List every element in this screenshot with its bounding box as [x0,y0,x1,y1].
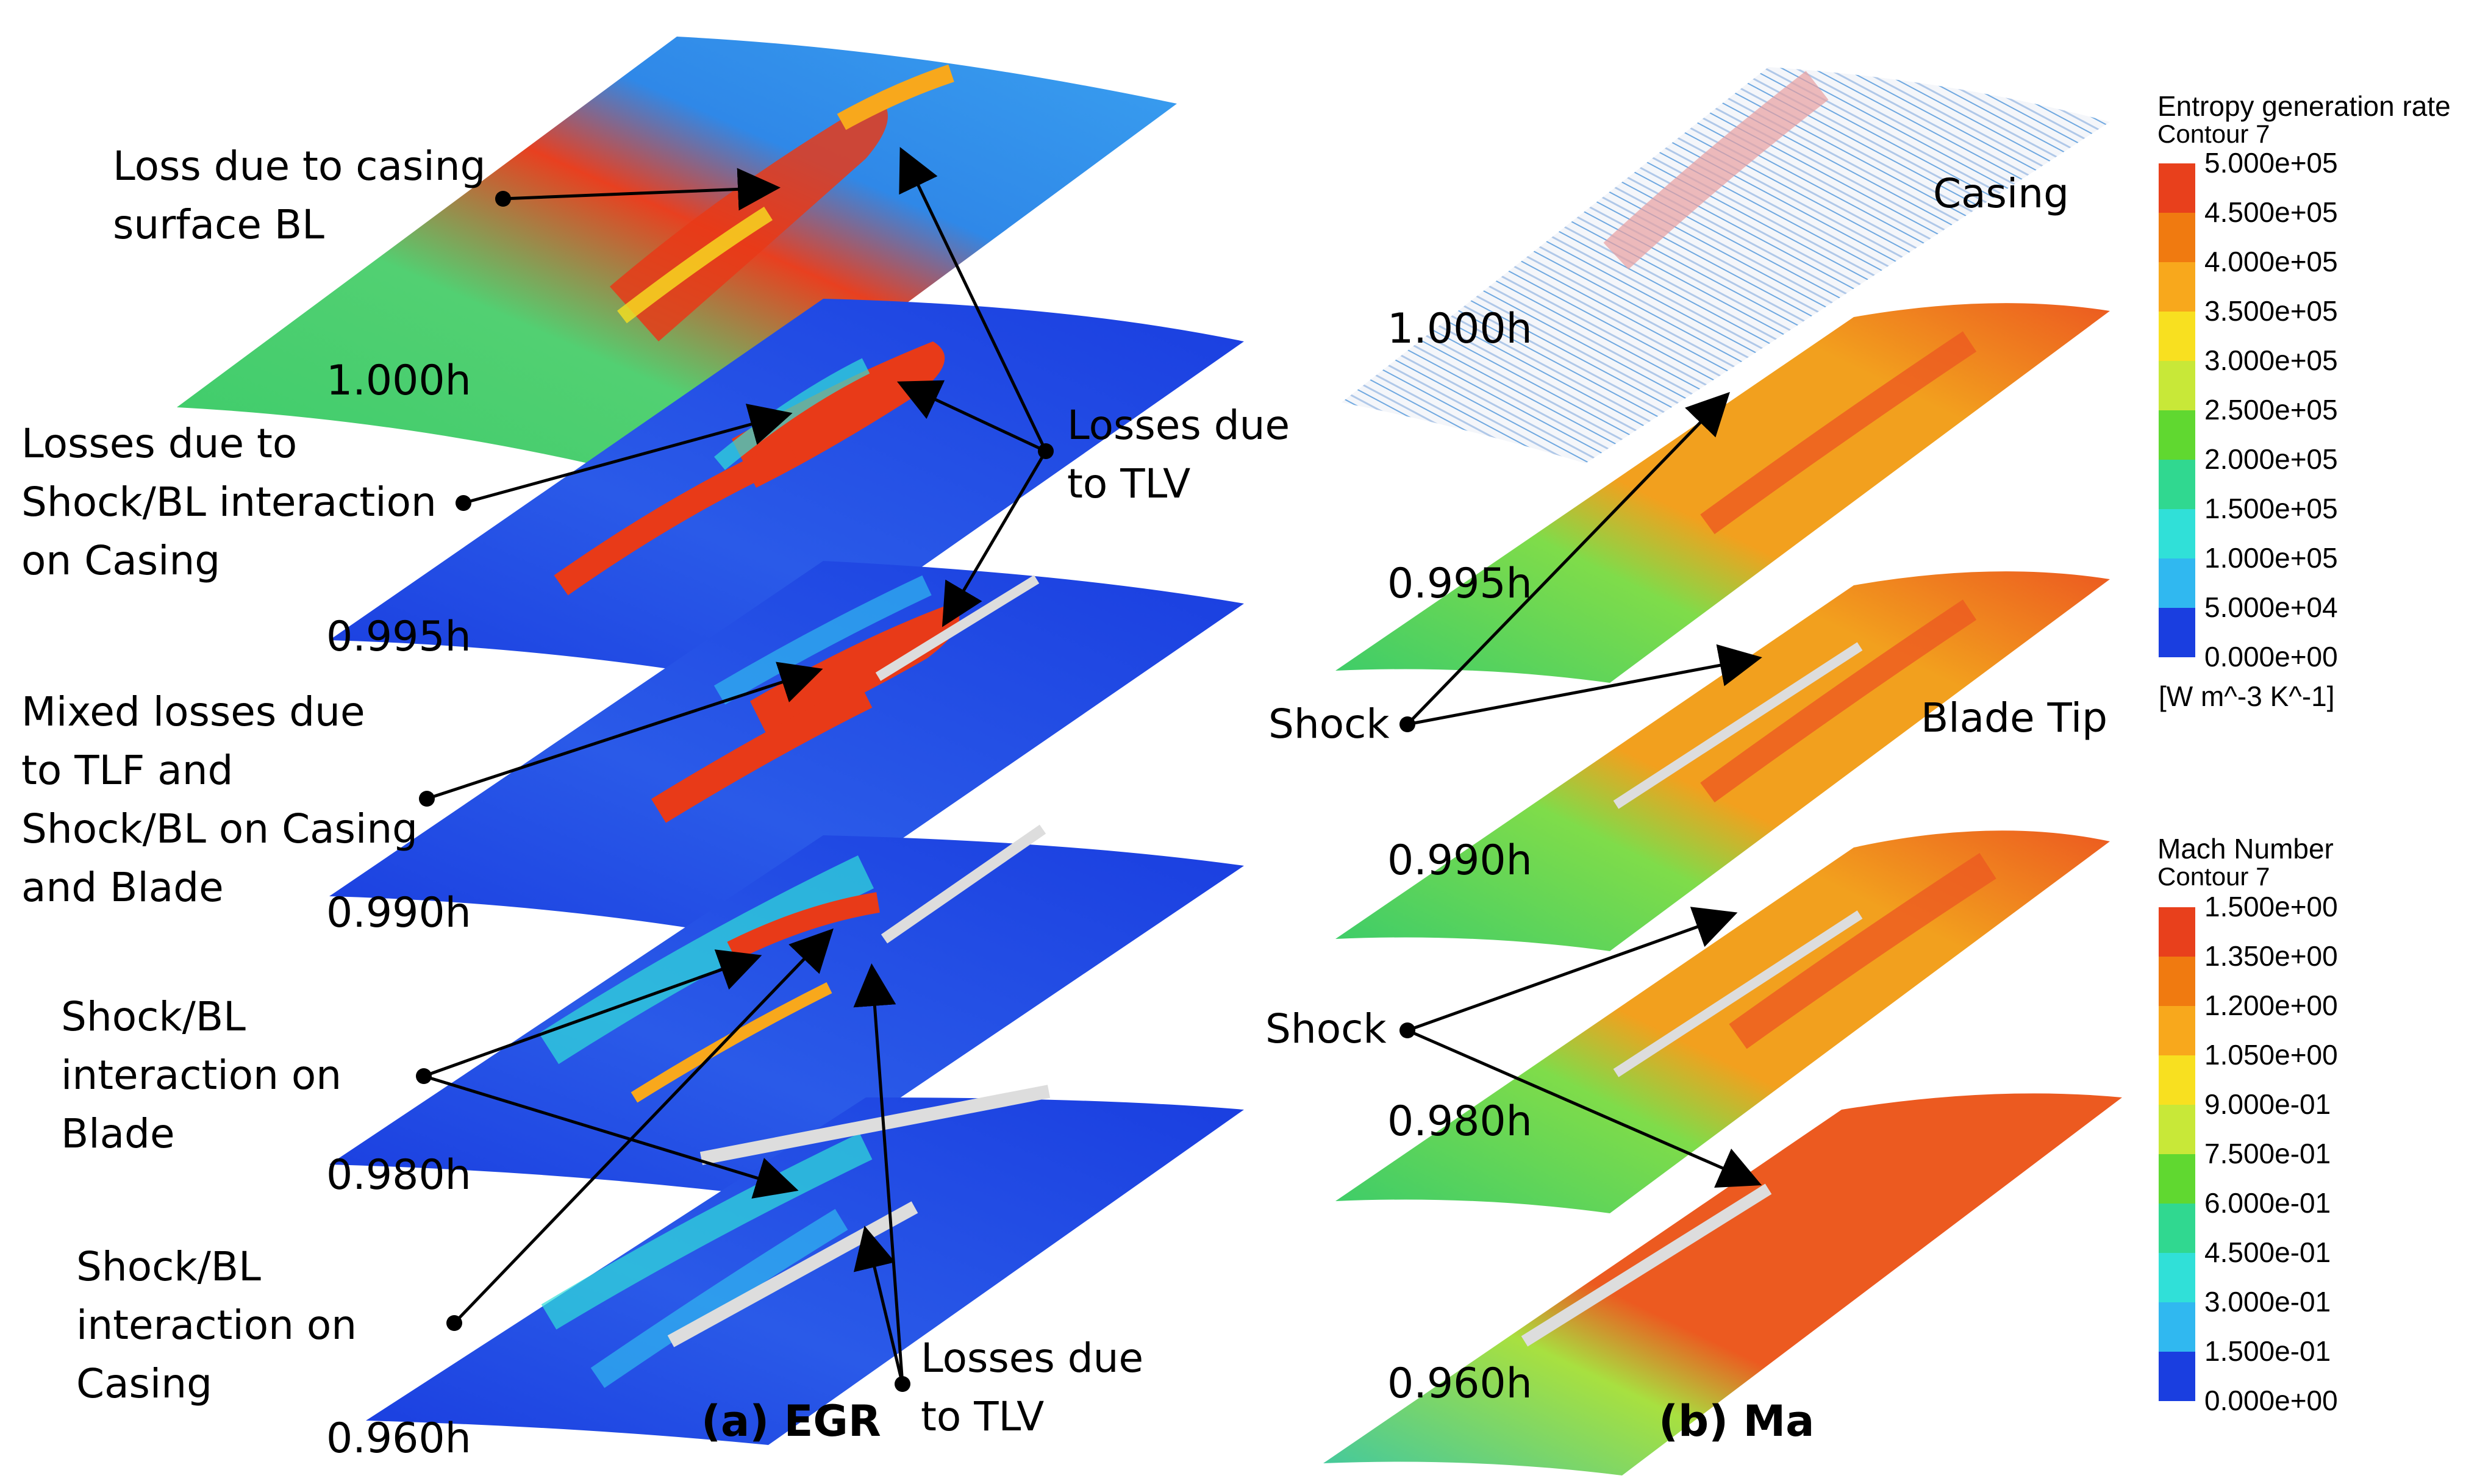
colorbar-tick: 9.000e-01 [2204,1088,2331,1120]
ma-sheet-0990 [1335,571,2110,951]
annotation-line: Blade [61,1110,175,1157]
colorbar-tick: 4.500e-01 [2204,1236,2331,1268]
level-a-0990: 0.990h [326,889,471,937]
annotation-line: Losses due to [21,420,298,467]
colorbar-tick: 2.000e+05 [2204,443,2338,475]
annotation-shock-bl-blade-text: Shock/BL interaction on Blade [61,988,341,1163]
annotation-tlv-lower: Losses due to TLV [921,1329,1143,1446]
annotation-line: Loss due to casing [113,143,486,190]
level-a-1000: 1.000h [326,357,471,405]
level-b-0960: 0.960h [1387,1360,1532,1408]
annotation-line: Shock/BL [61,993,246,1040]
ma-sheet-0995 [1335,303,2110,683]
annotation-line: Losses due [921,1335,1144,1382]
annotation-line: to TLF and [21,747,234,794]
annotation-casing-bl-line1: Loss due to casing surface BL [113,137,485,254]
annotation-shock-upper: Shock [1268,701,1390,747]
annotation-line: Shock/BL interaction [21,479,437,526]
annotation-line: surface BL [113,201,324,248]
level-a-0995: 0.995h [326,613,471,661]
ma-sheet-1000 [1342,67,2110,463]
annotation-line: Shock/BL [76,1243,261,1290]
annotation-line: Casing [76,1360,212,1407]
annotation-mixed-losses: Mixed losses due to TLF and Shock/BL on Ca… [21,683,418,917]
annotation-casing: Casing [1933,170,2069,217]
colorbar-tick: 0.000e+00 [2204,641,2338,672]
annotation-shock-bl-casing-2-text: Shock/BL interaction on Casing [76,1238,357,1413]
colorbar-tick: 1.500e+00 [2204,891,2338,922]
colorbar-tick: 3.000e-01 [2204,1286,2331,1318]
colorbar-tick: 0.000e+00 [2204,1385,2338,1416]
colorbar-entropy-title: Entropy generation rate [2157,90,2451,122]
colorbar-tick: 5.000e+05 [2204,147,2338,179]
annotation-line: Mixed losses due [21,688,365,735]
level-b-0980: 0.980h [1387,1097,1532,1146]
egr-sheet-0995 [329,299,1244,683]
annotation-tlv-upper-text: Losses due to TLV [1067,396,1290,513]
colorbar-mach-subtitle: Contour 7 [2157,862,2270,891]
annotation-shock-bl-casing: Losses due to Shock/BL interaction on Casi… [21,415,437,590]
ma-sheet-0980 [1335,830,2110,1213]
egr-sheet-0990 [329,561,1244,939]
level-b-1000: 1.000h [1387,305,1532,353]
colorbar-mach-swatches [2159,907,2195,1401]
annotation-shock-bl-blade: Shock/BL interaction on Blade [61,988,341,1163]
annotation-shock-bl-casing-2: Shock/BL interaction on Casing [76,1238,357,1413]
annotation-mixed-losses-text: Mixed losses due to TLF and Shock/BL on Ca… [21,683,418,917]
annotation-line: to TLV [1067,460,1191,507]
colorbar-tick: 4.500e+05 [2204,196,2338,228]
annotation-shock-lower: Shock [1265,1005,1387,1052]
colorbar-tick: 1.500e+05 [2204,493,2338,524]
colorbar-entropy-swatches [2159,163,2195,657]
colorbar-tick: 1.050e+00 [2204,1039,2338,1071]
egr-sheet-0980 [329,824,1244,1195]
colorbar-entropy-subtitle: Contour 7 [2157,120,2270,148]
colorbar-mach-title: Mach Number [2157,833,2334,865]
annotation-line: and Blade [21,864,224,911]
colorbar-tick: 2.500e+05 [2204,394,2338,426]
colorbar-tick: 1.500e-01 [2204,1335,2331,1367]
annotation-line: interaction on [76,1302,357,1349]
annotation-line: on Casing [21,537,221,584]
level-a-0980: 0.980h [326,1151,471,1199]
level-b-0990: 0.990h [1387,837,1532,885]
colorbar-tick: 1.200e+00 [2204,990,2338,1021]
level-a-0960: 0.960h [326,1414,471,1463]
annotation-leaders [416,146,1762,1392]
annotation-casing-bl: Loss due to casing surface BL [113,137,485,254]
colorbar-tick: 3.000e+05 [2204,344,2338,376]
caption-a: (a) EGR [701,1396,881,1446]
colorbar-tick: 1.000e+05 [2204,542,2338,574]
annotation-line: Losses due [1067,402,1290,449]
annotation-blade-tip: Blade Tip [1921,694,2108,741]
colorbar-tick: 5.000e+04 [2204,591,2338,623]
colorbar-tick: 6.000e-01 [2204,1187,2331,1219]
colorbar-tick: 7.500e-01 [2204,1138,2331,1169]
caption-b: (b) Ma [1659,1396,1815,1446]
colorbar-entropy-unit: [W m^-3 K^-1] [2159,680,2335,712]
annotation-line: to TLV [921,1393,1045,1440]
ma-sheet-0960 [1323,1093,2122,1475]
annotation-tlv-lower-text: Losses due to TLV [921,1329,1143,1446]
annotation-shock-bl-casing-text: Losses due to Shock/BL interaction on Casi… [21,415,437,590]
colorbar-tick: 3.500e+05 [2204,295,2338,327]
colorbar-tick: 4.000e+05 [2204,246,2338,277]
colorbar-tick: 1.350e+00 [2204,940,2338,972]
level-b-0995: 0.995h [1387,560,1532,608]
annotation-line: Shock/BL on Casing [21,805,418,852]
annotation-tlv-upper: Losses due to TLV [1067,396,1290,513]
annotation-line: interaction on [61,1052,342,1099]
